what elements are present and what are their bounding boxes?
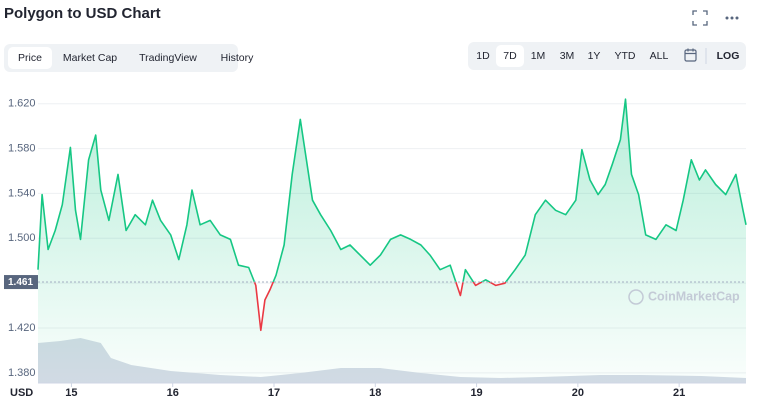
x-tick-label: 20 xyxy=(572,387,584,399)
range-button[interactable]: 7D xyxy=(503,50,517,62)
range-button[interactable]: 1Y xyxy=(588,50,601,62)
range-button[interactable]: ALL xyxy=(650,50,669,62)
tab[interactable]: History xyxy=(221,52,254,64)
watermark-logo xyxy=(628,289,644,305)
x-tick-label: 19 xyxy=(470,387,482,399)
tab[interactable]: TradingView xyxy=(139,52,197,64)
reference-tag xyxy=(4,275,38,290)
tab[interactable]: Market Cap xyxy=(63,52,117,64)
x-tick-label: 18 xyxy=(369,387,381,399)
range-button[interactable]: 3M xyxy=(560,50,575,62)
range-button[interactable]: 1D xyxy=(476,50,490,62)
y-tick-label: 1.580 xyxy=(8,142,36,154)
calendar-icon[interactable] xyxy=(684,48,697,62)
range-button[interactable]: 1M xyxy=(531,50,546,62)
more-icon[interactable] xyxy=(725,16,739,20)
y-tick-label: 1.500 xyxy=(8,232,36,244)
tab-group xyxy=(4,44,238,72)
active-tab xyxy=(8,47,52,69)
price-area xyxy=(38,99,746,383)
y-tick-label: 1.540 xyxy=(8,187,36,199)
x-tick-label: 21 xyxy=(673,387,685,399)
price-line xyxy=(37,98,747,332)
y-tick-label: 1.420 xyxy=(8,322,36,334)
range-group xyxy=(468,42,746,70)
x-tick-label: 17 xyxy=(268,387,280,399)
log-button[interactable]: LOG xyxy=(717,50,740,62)
reference-label: 1.461 xyxy=(8,277,33,288)
x-tick-label: 16 xyxy=(167,387,179,399)
expand-icon[interactable] xyxy=(692,10,708,26)
range-button[interactable]: YTD xyxy=(615,50,636,62)
y-tick-label: 1.380 xyxy=(8,367,36,379)
y-tick-label: 1.620 xyxy=(8,98,36,110)
x-axis-label: USD xyxy=(10,387,33,399)
active-range xyxy=(496,45,524,67)
tab[interactable]: Price xyxy=(18,52,42,64)
watermark: CoinMarketCap xyxy=(648,289,740,303)
x-tick-label: 15 xyxy=(65,387,77,399)
chart-title: Polygon to USD Chart xyxy=(4,5,161,22)
